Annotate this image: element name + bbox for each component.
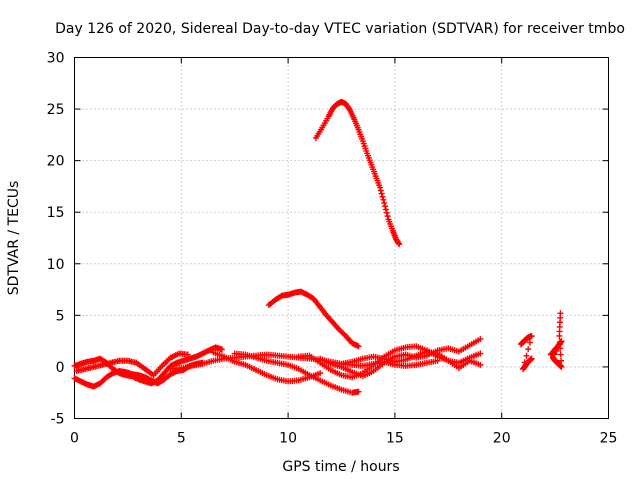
data-point — [477, 350, 484, 357]
data-point — [477, 336, 484, 343]
data-point — [557, 310, 564, 317]
data-point — [556, 339, 563, 346]
series-cluster-22 — [547, 310, 565, 370]
y-tick-label: 0 — [56, 360, 65, 376]
x-tick-label: 20 — [493, 431, 511, 447]
series-track-a — [71, 344, 225, 387]
data-point — [317, 370, 324, 377]
x-tick-label: 0 — [70, 431, 79, 447]
y-tick-label: 5 — [56, 308, 65, 324]
series-track-c — [73, 350, 191, 379]
x-axis-title: GPS time / hours — [282, 459, 399, 475]
x-tick-label: 25 — [600, 431, 618, 447]
data-point — [218, 346, 225, 353]
data-point — [558, 363, 565, 370]
y-tick-label: 10 — [47, 257, 65, 273]
data-point — [557, 345, 564, 352]
data-point — [557, 351, 564, 358]
y-tick-label: 30 — [47, 51, 65, 67]
data-point — [184, 351, 191, 358]
data-point — [528, 355, 535, 362]
y-tick-label: 25 — [47, 102, 65, 118]
data-point — [523, 352, 530, 359]
y-tick-label: 15 — [47, 205, 65, 221]
data-point — [376, 184, 383, 191]
data-point — [382, 203, 389, 210]
data-point — [355, 388, 362, 395]
y-tick-label: 20 — [47, 154, 65, 170]
series-track-i — [338, 348, 484, 371]
data-point — [383, 209, 390, 216]
data-point — [377, 187, 384, 194]
x-tick-label: 15 — [386, 431, 404, 447]
series-track-f — [231, 350, 362, 396]
data-point — [526, 339, 533, 346]
data-point — [551, 351, 558, 358]
series-cluster-21 — [517, 332, 535, 372]
data-point — [558, 357, 565, 364]
data-point — [382, 206, 389, 213]
data-point — [553, 348, 560, 355]
data-point — [528, 332, 535, 339]
data-point — [355, 343, 362, 350]
data-point — [525, 346, 532, 353]
x-tick-label: 10 — [279, 431, 297, 447]
data-point — [379, 193, 386, 200]
data-point — [346, 105, 353, 112]
y-tick-label: -5 — [51, 412, 65, 428]
tick-layer: 0 5 10 15 20 25 -5 0 5 10 15 20 25 30 — [47, 51, 618, 447]
y-axis-title: SDTVAR / TECUs — [6, 181, 22, 296]
points-layer — [71, 98, 565, 396]
data-point — [378, 190, 385, 197]
data-point — [381, 199, 388, 206]
series-track-e — [210, 349, 324, 385]
series-mid-arc — [265, 288, 362, 350]
data-point — [384, 213, 391, 220]
chart-title: Day 126 of 2020, Sidereal Day-to-day VTE… — [55, 21, 625, 37]
plot-frame — [74, 57, 609, 419]
data-point — [396, 241, 403, 248]
x-tick-label: 5 — [177, 431, 186, 447]
series-high-arc — [312, 98, 403, 248]
data-point — [380, 196, 387, 203]
data-point — [477, 361, 484, 368]
